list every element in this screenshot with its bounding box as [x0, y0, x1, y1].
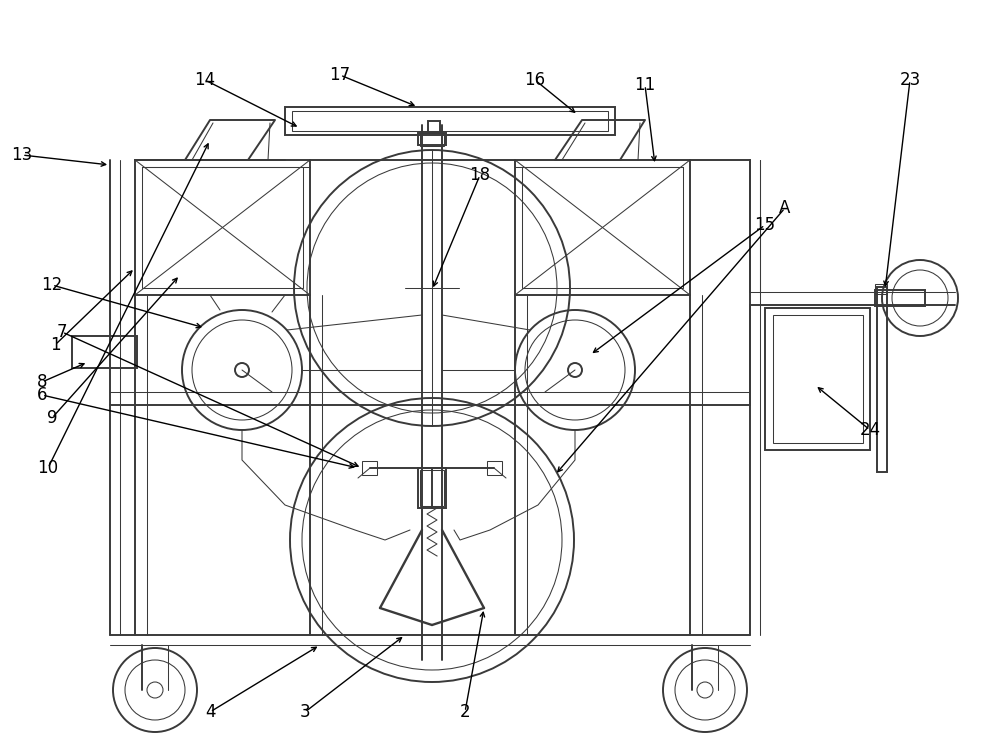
Bar	[142, 167, 303, 288]
Bar	[875, 284, 887, 294]
Bar	[487, 461, 502, 475]
Text: 6: 6	[37, 386, 47, 404]
Bar	[773, 315, 863, 443]
Text: 2: 2	[460, 703, 470, 721]
Bar	[292, 111, 608, 131]
Text: 13: 13	[11, 146, 33, 164]
Bar	[522, 167, 683, 288]
Text: 9: 9	[47, 409, 57, 427]
Bar	[420, 470, 444, 506]
Bar	[418, 468, 446, 508]
Text: 1: 1	[50, 336, 60, 354]
Text: 14: 14	[194, 71, 216, 89]
Bar	[420, 133, 444, 146]
Text: 3: 3	[300, 703, 310, 721]
Text: 11: 11	[634, 76, 656, 94]
Text: 17: 17	[329, 66, 351, 84]
Text: 7: 7	[57, 323, 67, 341]
Bar	[362, 461, 377, 475]
Text: 4: 4	[205, 703, 215, 721]
Bar	[428, 121, 440, 133]
Text: 12: 12	[41, 276, 63, 294]
Text: A: A	[779, 199, 791, 217]
Text: 10: 10	[37, 459, 59, 477]
Text: 24: 24	[859, 421, 881, 439]
Bar	[877, 287, 887, 472]
Bar	[875, 290, 925, 306]
Bar	[285, 107, 615, 135]
Text: 8: 8	[37, 373, 47, 391]
Text: 18: 18	[469, 166, 491, 184]
Text: 15: 15	[754, 216, 776, 234]
Bar	[418, 133, 446, 145]
Text: 16: 16	[524, 71, 546, 89]
Bar	[765, 308, 870, 450]
Bar	[72, 336, 137, 368]
Bar	[135, 160, 310, 295]
Text: 23: 23	[899, 71, 921, 89]
Bar	[515, 160, 690, 295]
